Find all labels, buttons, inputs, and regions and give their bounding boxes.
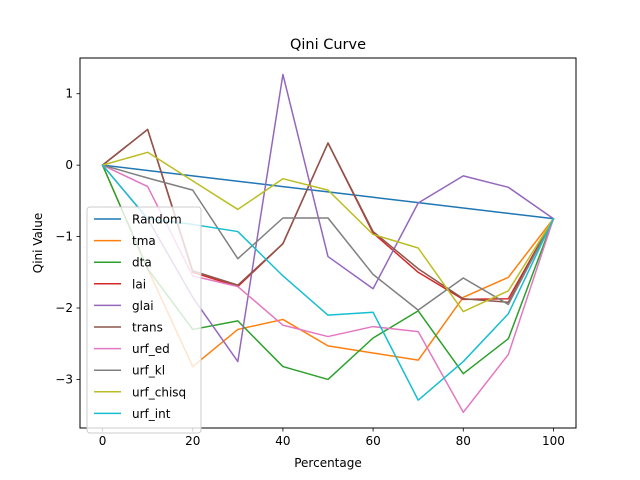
legend-label: urf_kl — [132, 364, 165, 378]
x-tick-label: 20 — [185, 434, 200, 448]
legend-label: dta — [132, 256, 152, 270]
x-axis-label: Percentage — [294, 456, 362, 470]
legend-label: glai — [132, 299, 154, 313]
plot-frame — [79, 57, 577, 429]
series-line-random — [101, 164, 555, 220]
y-axis-label: Qini Value — [31, 213, 45, 274]
series-line-urf-chisq — [101, 151, 555, 313]
legend-label: trans — [132, 321, 163, 335]
y-tick-label: 1 — [65, 87, 73, 101]
legend-label: urf_int — [132, 407, 171, 421]
legend-label: urf_chisq — [132, 385, 186, 399]
legend-label: tma — [132, 234, 156, 248]
series-line-urf-kl — [101, 164, 555, 311]
chart-title: Qini Curve — [290, 37, 366, 53]
y-tick-label: −2 — [55, 301, 73, 315]
legend: Random tma dta lai glai trans urf_ed urf_kl urf_… — [86, 206, 202, 434]
legend-box — [86, 206, 202, 434]
x-axis-ticks: 0 20 40 60 80 100 — [99, 428, 565, 448]
y-tick-label: 0 — [65, 158, 73, 172]
x-tick-label: 0 — [99, 434, 107, 448]
x-tick-label: 40 — [275, 434, 290, 448]
x-tick-label: 100 — [542, 434, 565, 448]
y-tick-label: −3 — [55, 372, 73, 386]
y-axis-ticks: 1 0 −1 −2 −3 — [55, 87, 80, 386]
x-tick-label: 80 — [456, 434, 471, 448]
legend-label: urf_ed — [132, 342, 170, 356]
x-tick-label: 60 — [365, 434, 380, 448]
legend-label: lai — [132, 277, 146, 291]
y-tick-label: −1 — [55, 230, 73, 244]
legend-label: Random — [132, 213, 182, 227]
